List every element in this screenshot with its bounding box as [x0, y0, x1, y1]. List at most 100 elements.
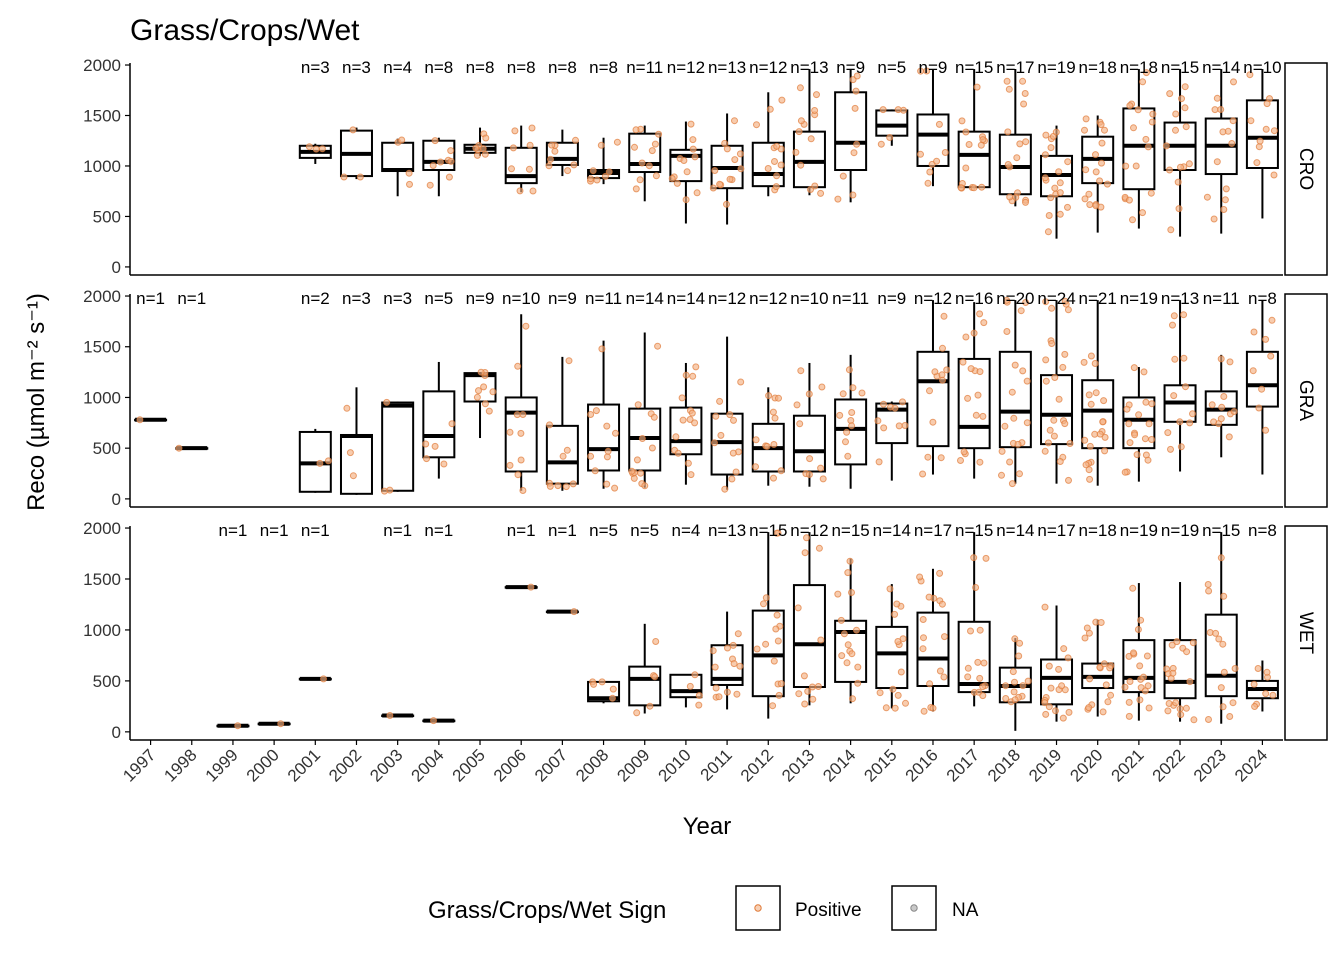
data-point — [978, 183, 986, 191]
data-point — [609, 694, 616, 702]
box-2019: n=17 — [1037, 521, 1076, 722]
data-point — [316, 459, 324, 467]
data-point — [919, 616, 927, 623]
data-point — [733, 690, 741, 698]
data-point — [603, 480, 611, 488]
data-point — [1056, 210, 1064, 218]
data-point — [1219, 128, 1227, 136]
data-point — [1132, 162, 1140, 170]
box-2024: n=8 — [1245, 289, 1279, 475]
data-point — [848, 650, 856, 658]
data-point — [175, 444, 183, 452]
data-point — [1096, 663, 1104, 671]
data-point — [843, 428, 851, 436]
data-point — [603, 453, 611, 461]
n-label: n=14 — [996, 521, 1034, 540]
data-point — [481, 150, 489, 158]
data-point — [1052, 707, 1059, 715]
data-point — [891, 404, 899, 412]
box-2017: n=15 — [955, 521, 993, 707]
data-point — [1164, 707, 1172, 715]
data-point — [528, 124, 536, 132]
data-point — [1016, 140, 1024, 148]
data-point — [1177, 443, 1185, 451]
data-point — [839, 390, 847, 398]
data-point — [964, 664, 972, 672]
data-point — [1172, 126, 1179, 134]
data-point — [895, 422, 903, 430]
data-point — [1210, 418, 1218, 426]
data-point — [1148, 436, 1156, 443]
data-point — [763, 442, 771, 450]
data-point — [728, 475, 736, 483]
data-point — [769, 702, 777, 710]
box-iqr — [1081, 379, 1115, 450]
data-point — [1104, 698, 1112, 706]
box-2011: n=13 — [708, 58, 746, 225]
data-point — [729, 641, 737, 649]
data-point — [1100, 397, 1108, 405]
chart-title: Grass/Crops/Wet — [130, 14, 360, 47]
n-label: n=19 — [1161, 521, 1199, 540]
data-point — [1022, 198, 1029, 206]
n-label: n=13 — [708, 521, 746, 540]
data-point — [1082, 461, 1090, 469]
data-point — [1008, 388, 1016, 396]
data-point — [1056, 458, 1064, 465]
data-point — [1135, 411, 1143, 419]
data-point — [1220, 592, 1228, 600]
n-label: n=8 — [507, 58, 536, 77]
data-point — [1059, 363, 1067, 371]
box-2014: n=9 — [834, 58, 868, 203]
data-point — [846, 557, 854, 565]
data-point — [1005, 85, 1013, 93]
data-point — [686, 416, 694, 423]
n-label: n=14 — [626, 289, 664, 308]
data-point — [598, 345, 606, 353]
data-point — [587, 452, 595, 460]
x-tick-label: 1997 — [119, 745, 159, 785]
n-label: n=1 — [219, 521, 248, 540]
x-tick-label: 2023 — [1190, 745, 1230, 785]
data-point — [1170, 392, 1178, 400]
data-point — [736, 662, 744, 670]
data-point — [343, 404, 351, 412]
n-label: n=19 — [1120, 289, 1158, 308]
box-2004: n=5 — [422, 289, 456, 479]
data-point — [940, 673, 948, 681]
data-point — [674, 449, 682, 457]
data-point — [1009, 668, 1017, 676]
data-point — [277, 720, 285, 728]
data-point — [891, 610, 899, 618]
data-point — [848, 422, 856, 430]
data-point — [545, 162, 553, 170]
data-point — [817, 464, 825, 472]
box-iqr — [669, 673, 703, 699]
data-point — [1213, 94, 1221, 102]
box-2002: n=3 — [339, 58, 373, 181]
data-point — [730, 660, 738, 668]
box-2017: n=15 — [955, 58, 993, 192]
data-point — [977, 141, 985, 149]
data-point — [1211, 106, 1219, 114]
data-point — [1125, 712, 1133, 720]
data-point — [597, 141, 605, 149]
box-2005: n=8 — [463, 58, 497, 159]
data-point — [848, 409, 856, 416]
data-point — [1041, 603, 1049, 611]
data-point — [712, 684, 720, 692]
n-label: n=9 — [466, 289, 495, 308]
data-point — [962, 333, 970, 341]
data-point — [893, 600, 901, 608]
data-point — [854, 679, 862, 687]
n-label: n=18 — [1079, 521, 1117, 540]
data-point — [1220, 668, 1228, 676]
data-point — [1123, 405, 1131, 413]
data-point — [519, 411, 527, 418]
box-2012: n=12 — [749, 58, 787, 197]
data-point — [1133, 451, 1141, 459]
y-axis-label: Reco (µmol m⁻² s⁻¹) — [23, 293, 50, 511]
data-point — [1255, 143, 1263, 151]
data-point — [849, 695, 856, 703]
